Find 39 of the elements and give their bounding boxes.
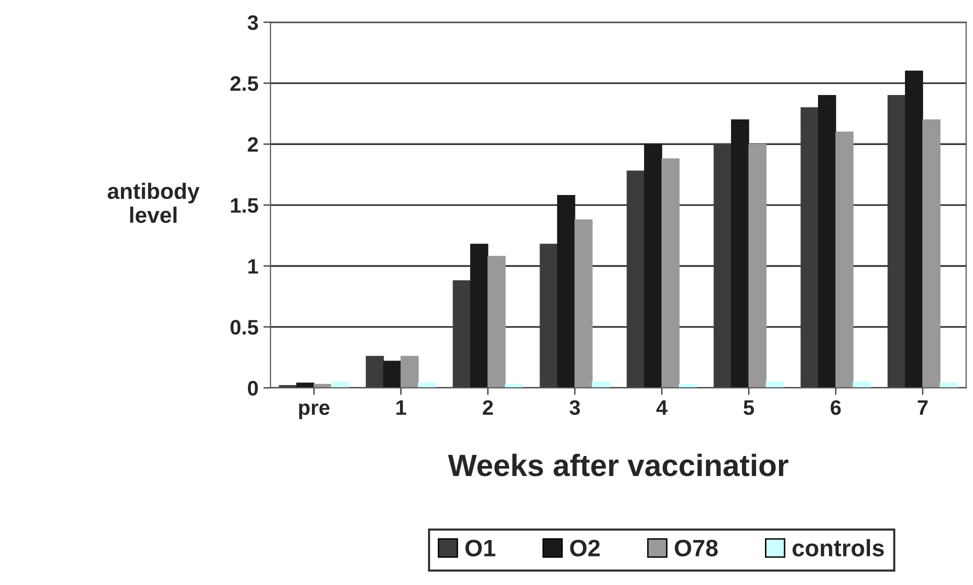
- bar: [852, 381, 871, 388]
- y-tick-label: 2: [248, 137, 258, 152]
- bar: [296, 382, 314, 388]
- bar: [592, 381, 610, 388]
- x-tick-label: 3: [570, 400, 580, 415]
- x-tick-label: 4: [656, 400, 668, 415]
- y-tick-label: 0: [248, 380, 258, 396]
- bar: [748, 144, 767, 388]
- bar: [418, 382, 436, 388]
- x-tick-label: 1: [396, 400, 406, 415]
- legend-label: O1: [465, 540, 496, 556]
- bar: [488, 256, 506, 388]
- x-tick-label: 5: [744, 400, 754, 415]
- bar: [470, 244, 488, 388]
- bar: [383, 360, 402, 388]
- legend-label: O78: [674, 540, 718, 556]
- bar: [574, 219, 593, 388]
- x-tick-label: 6: [830, 400, 841, 415]
- y-tick-label: 3: [248, 15, 258, 30]
- y-tick-label: 1.5: [231, 198, 258, 213]
- bar: [661, 158, 680, 388]
- y-axis-title: antibody level: [108, 182, 200, 223]
- x-tick-label: 7: [918, 400, 928, 415]
- bar: [940, 382, 958, 388]
- y-tick-label: 2.5: [230, 76, 258, 91]
- bar: [835, 132, 854, 388]
- y-tick-label: 1: [248, 259, 258, 274]
- y-tick-label: 0.5: [230, 320, 258, 335]
- legend-label: O2: [570, 540, 600, 556]
- x-tick-label: pre: [299, 404, 330, 420]
- x-tick-label: 2: [482, 400, 493, 415]
- bar: [557, 194, 576, 388]
- bar: [766, 381, 784, 388]
- bar: [400, 356, 419, 388]
- bar: [644, 144, 662, 388]
- x-axis-title: Weeks after vaccinatior: [448, 454, 788, 476]
- legend-label: controls: [792, 539, 884, 556]
- bar: [331, 381, 350, 388]
- bar: [922, 119, 940, 388]
